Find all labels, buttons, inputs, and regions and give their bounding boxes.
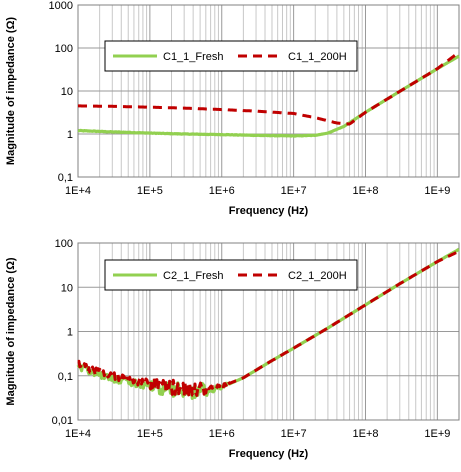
legend-label: C2_1_200H	[288, 270, 347, 282]
x-tick-label: 1E+9	[424, 185, 450, 197]
series-line-C1_1_200H	[77, 51, 460, 126]
x-tick-label: 1E+4	[65, 428, 91, 440]
x-tick-label: 1E+7	[281, 185, 307, 197]
legend-label: C1_1_Fresh	[163, 51, 224, 63]
legend: C1_1_Fresh C1_1_200H	[104, 40, 358, 72]
x-tick-label: 1E+4	[65, 185, 91, 197]
series-lines	[76, 247, 460, 400]
x-tick-label: 1E+5	[137, 185, 163, 197]
x-tick-label: 1E+6	[209, 185, 235, 197]
y-tick-label: 1000	[49, 0, 73, 12]
x-tick-label: 1E+8	[352, 185, 378, 197]
y-axis-title: Magnitude of impedance (Ω)	[5, 257, 17, 405]
plot-area-border	[77, 242, 460, 421]
y-tick-label: 10	[61, 86, 73, 98]
x-tick-label: 1E+6	[209, 428, 235, 440]
series-line-C2_1_200H	[77, 249, 460, 398]
y-tick-label: 0,1	[58, 371, 73, 383]
y-tick-label: 0,1	[58, 172, 73, 184]
x-tick-label: 1E+9	[424, 428, 450, 440]
y-tick-label: 100	[55, 43, 73, 55]
x-axis-title: Frequency (Hz)	[229, 205, 309, 217]
y-tick-label: 10	[61, 282, 73, 294]
series-line-C1_1_Fresh	[77, 54, 460, 138]
legend-box	[104, 259, 358, 291]
x-axis-title: Frequency (Hz)	[229, 448, 309, 460]
series-lines	[77, 51, 460, 138]
y-tick-label: 100	[55, 238, 73, 250]
plot-area-border	[77, 4, 460, 178]
legend: C2_1_Fresh C2_1_200H	[104, 259, 358, 291]
legend-label: C1_1_200H	[288, 51, 347, 63]
y-tick-label: 1	[67, 129, 73, 141]
x-tick-label: 1E+7	[281, 428, 307, 440]
chart-2: 1E+4 1E+5 1E+6 1E+7 1E+8 1E+9 0,01 0,1 1 10 100 Fre…	[5, 238, 460, 460]
y-tick-label: 0,01	[52, 415, 73, 427]
chart-1: 1E+4 1E+5 1E+6 1E+7 1E+8 1E+9 0,1 1 10 100 1000 Fre…	[5, 0, 460, 217]
y-axis-title: Magnitude of impedance (Ω)	[5, 17, 17, 165]
legend-label: C2_1_Fresh	[163, 270, 224, 282]
x-tick-label: 1E+8	[352, 428, 378, 440]
x-tick-label: 1E+5	[137, 428, 163, 440]
y-tick-label: 1	[67, 327, 73, 339]
